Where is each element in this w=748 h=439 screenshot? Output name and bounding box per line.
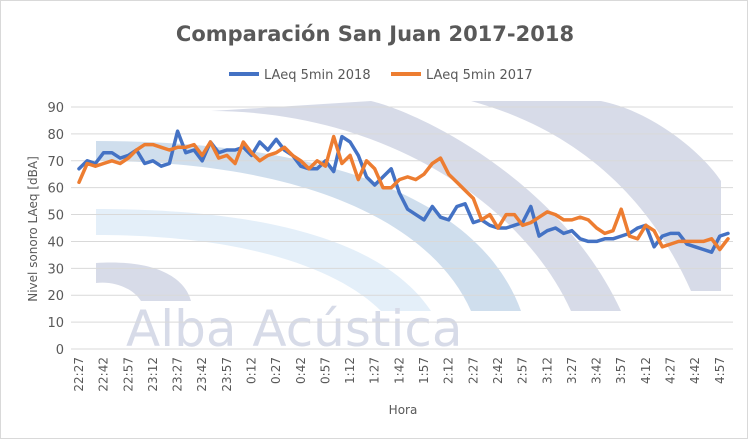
y-tick-labels: 0 10 20 30 40 50 60 70 80 90: [47, 101, 64, 358]
x-tick-label: 2:12: [442, 357, 456, 384]
x-tick-label: 0:27: [269, 357, 283, 384]
x-tick-label: 4:42: [688, 357, 702, 384]
series-line-2017: [77, 134, 730, 252]
series-line-2018: [77, 129, 730, 254]
x-tick-label: 23:27: [171, 357, 185, 392]
x-tick-label: 23:57: [220, 357, 234, 392]
y-axis-title: Nivel sonoro LAeq [dBA]: [26, 156, 40, 302]
series-lines: [77, 129, 730, 254]
y-tick-label: 0: [56, 343, 64, 358]
legend-label-2018: LAeq 5min 2018: [264, 68, 371, 83]
x-tick-label: 4:12: [639, 357, 653, 384]
y-tick-label: 60: [47, 182, 64, 197]
x-tick-label: 0:57: [318, 357, 332, 384]
x-tick-label: 3:12: [540, 357, 554, 384]
x-tick-label: 23:12: [146, 357, 160, 392]
x-tick-label: 3:57: [614, 357, 628, 384]
y-tick-label: 40: [47, 235, 64, 250]
x-tick-label: 0:42: [294, 357, 308, 384]
legend-label-2017: LAeq 5min 2017: [426, 68, 533, 83]
y-tick-label: 20: [47, 289, 64, 304]
x-tick-label: 1:12: [343, 357, 357, 384]
x-tick-label: 4:27: [663, 357, 677, 384]
x-tick-label: 0:12: [245, 357, 259, 384]
x-tick-label: 1:42: [392, 357, 406, 384]
x-axis-title: Hora: [389, 403, 418, 417]
x-tick-label: 2:57: [516, 357, 530, 384]
y-tick-label: 80: [47, 128, 64, 143]
x-tick-label: 2:27: [466, 357, 480, 384]
y-tick-label: 50: [47, 209, 64, 224]
x-tick-label: 22:42: [97, 357, 111, 392]
x-tick-label: 3:42: [590, 357, 604, 384]
x-tick-label: 22:57: [121, 357, 135, 392]
chart-title: Comparación San Juan 2017-2018: [176, 22, 574, 46]
y-tick-label: 10: [47, 316, 64, 331]
x-tick-label: 4:57: [713, 357, 727, 384]
x-tick-labels: 22:27 22:42 22:57 23:12 23:27 23:42 23:57 0:12 0…: [72, 357, 727, 392]
watermark-text: Alba Acústica: [126, 300, 463, 358]
legend: LAeq 5min 2018 LAeq 5min 2017: [229, 68, 533, 83]
x-tick-label: 1:27: [368, 357, 382, 384]
y-tick-label: 70: [47, 155, 64, 170]
y-tick-label: 30: [47, 262, 64, 277]
y-tick-label: 90: [47, 101, 64, 116]
x-tick-label: 23:42: [195, 357, 209, 392]
x-tick-label: 2:42: [491, 357, 505, 384]
watermark-logo: Alba Acústica: [96, 101, 721, 358]
x-tick-label: 22:27: [72, 357, 86, 392]
x-tick-label: 3:27: [565, 357, 579, 384]
x-tick-label: 1:57: [417, 357, 431, 384]
